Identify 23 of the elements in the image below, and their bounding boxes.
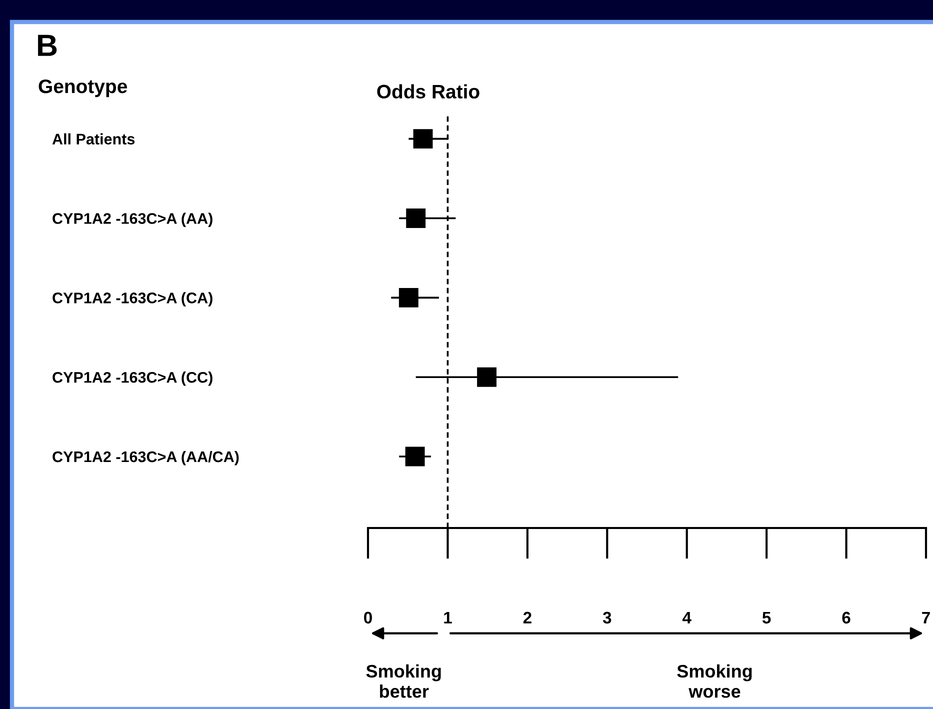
x-tick-label: 2 [523,612,532,624]
chart-title: Odds Ratio [377,84,480,99]
point [413,129,433,149]
y-tick-label: CYP1A2 -163C>A (AA/CA) [52,450,239,466]
text: B [38,34,57,56]
y-axis-title: Genotype [38,79,128,98]
x-tick-label: 5 [762,612,771,624]
x-tick-label: 0 [364,612,372,624]
point [477,367,496,387]
x-tick-label: 6 [842,612,850,624]
x-tick-label: 4 [682,612,692,624]
y-tick-label: CYP1A2 -163C>A (AA) [52,212,212,227]
x-tick-label: 1 [444,612,452,624]
x-tick-label: 3 [602,612,612,624]
x-tick-label: 7 [922,612,930,624]
y-tick-label: CYP1A2 -163C>A (CC) [52,372,212,386]
text: Smoking worse [677,664,752,698]
y-tick-label: All Patients [52,133,135,145]
point [406,208,426,228]
point [405,446,425,466]
text: Smoking better [366,664,441,698]
y-tick-label: CYP1A2 -163C>A (CA) [52,292,212,306]
point [398,288,418,308]
